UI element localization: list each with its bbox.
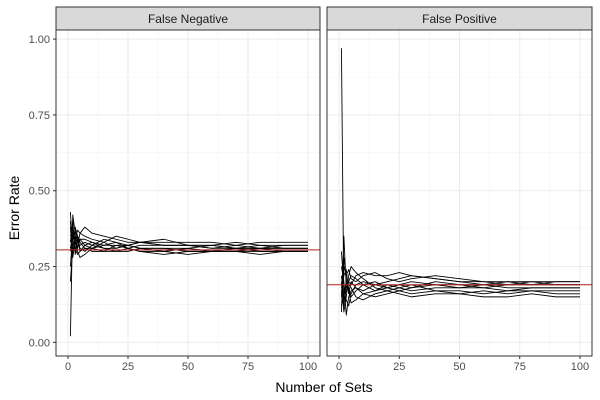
x-tick-label: 25 xyxy=(122,361,134,373)
y-tick-label: 0.50 xyxy=(29,186,50,198)
y-tick-label: 0.25 xyxy=(29,262,50,274)
x-tick-label: 75 xyxy=(514,361,526,373)
x-tick-label: 25 xyxy=(393,361,405,373)
series-line-10 xyxy=(69,232,308,255)
series-line-10 xyxy=(341,256,580,295)
y-axis-title: Error Rate xyxy=(6,176,22,241)
x-axis-title: Number of Sets xyxy=(275,379,372,395)
strip-label: False Negative xyxy=(148,12,228,26)
series-line-9 xyxy=(341,272,580,301)
panel-1: False Negative 0 25 50 75 100 0.00 0.25 0.50 0.75… xyxy=(29,6,321,373)
y-tick-label: 0.75 xyxy=(29,110,50,122)
panels-group: False Negative 0 25 50 75 100 0.00 0.25 0.50 0.75… xyxy=(29,6,593,373)
y-tick-label: 0.00 xyxy=(29,337,50,349)
x-tick-label: 0 xyxy=(65,361,71,373)
y-tick-label: 1.00 xyxy=(29,34,50,46)
x-tick-label: 50 xyxy=(453,361,465,373)
series-line-7 xyxy=(341,266,580,313)
x-tick-label: 100 xyxy=(571,361,589,373)
series-line-9 xyxy=(69,221,308,255)
panel-2: False Positive 0 25 50 75 100 xyxy=(326,6,593,373)
strip-label: False Positive xyxy=(422,12,497,26)
x-tick-label: 100 xyxy=(299,361,317,373)
x-tick-label: 75 xyxy=(242,361,254,373)
x-tick-label: 0 xyxy=(336,361,342,373)
x-tick-label: 50 xyxy=(182,361,194,373)
